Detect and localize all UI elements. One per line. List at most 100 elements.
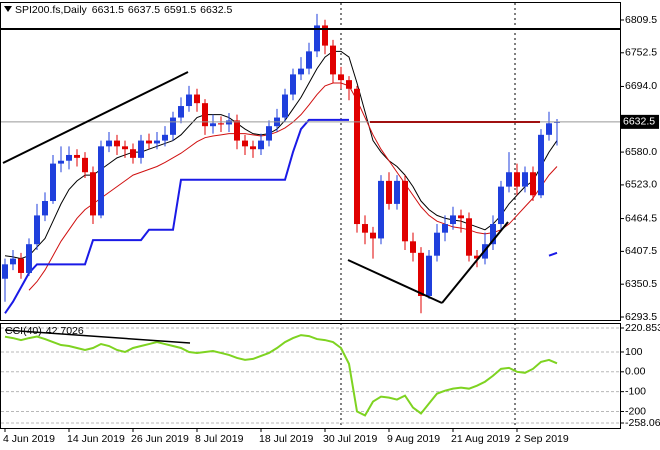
candle-body bbox=[66, 154, 72, 161]
candle-body bbox=[402, 180, 408, 242]
candle-body bbox=[82, 157, 88, 173]
candle-body bbox=[114, 140, 120, 147]
candle-body bbox=[354, 88, 360, 225]
y-tick-label: 0.00 bbox=[625, 366, 646, 378]
candle-body bbox=[514, 172, 520, 187]
price-marker-label: 6632.5 bbox=[623, 116, 655, 128]
y-tick-label: 6752.5 bbox=[625, 47, 657, 59]
x-tick-label: 26 Jun 2019 bbox=[131, 433, 189, 445]
high-value: 6637.5 bbox=[128, 4, 160, 16]
plot-area: 6293.5 6350.5 6407.5 6464.5 6523.0 6580.0 6694… bbox=[1, 14, 660, 445]
y-tick-label: 6407.5 bbox=[625, 245, 657, 257]
candle-body bbox=[154, 140, 160, 144]
candle-body bbox=[434, 232, 440, 256]
close-value: 6632.5 bbox=[200, 4, 232, 16]
y-tick-label: -258.0615 bbox=[625, 417, 660, 429]
candle-body bbox=[178, 106, 184, 118]
candle-body bbox=[258, 140, 264, 150]
candle-body bbox=[266, 126, 272, 141]
candle-body bbox=[170, 117, 176, 135]
candle-body bbox=[282, 94, 288, 118]
collapse-icon bbox=[4, 6, 12, 12]
candle-body bbox=[290, 74, 296, 95]
y-tick-label: 6350.5 bbox=[625, 278, 657, 290]
candle-body bbox=[202, 103, 208, 127]
candle-body bbox=[58, 160, 64, 164]
x-tick-label: 8 Jul 2019 bbox=[195, 433, 244, 445]
candle-body bbox=[218, 123, 224, 125]
candle-body bbox=[362, 224, 368, 233]
candle-body bbox=[458, 215, 464, 219]
candle-body bbox=[394, 180, 400, 204]
indicator-line bbox=[4, 50, 558, 260]
candle-body bbox=[338, 74, 344, 81]
candle-body bbox=[42, 201, 48, 216]
candle-body bbox=[498, 186, 504, 225]
candle-body bbox=[522, 172, 528, 187]
candle-body bbox=[250, 146, 256, 150]
candle-body bbox=[370, 232, 376, 239]
candle-body bbox=[386, 180, 392, 204]
low-value: 6591.5 bbox=[164, 4, 196, 16]
symbol: SPI200.fs,Daily bbox=[15, 4, 88, 16]
trend-line bbox=[347, 259, 443, 304]
y-tick-label: 6464.5 bbox=[625, 212, 657, 224]
candle-body bbox=[194, 94, 200, 104]
chart-header: SPI200.fs,Daily 6631.5 6637.5 6591.5 6632.5 bbox=[15, 4, 232, 16]
candle-body bbox=[314, 25, 320, 52]
y-tick-label: 6523.0 bbox=[625, 179, 657, 191]
x-tick-label: 21 Aug 2019 bbox=[451, 433, 510, 445]
x-tick-label: 4 Jun 2019 bbox=[3, 433, 55, 445]
candle-body bbox=[306, 51, 312, 69]
cci-value: 42.7026 bbox=[46, 325, 84, 337]
candle-body bbox=[490, 224, 496, 245]
candle-body bbox=[10, 258, 16, 265]
candle-body bbox=[426, 255, 432, 296]
candle-body bbox=[186, 94, 192, 107]
trend-line bbox=[2, 71, 189, 164]
candle-body bbox=[106, 140, 112, 147]
candle-body bbox=[138, 140, 144, 158]
candle-body bbox=[98, 146, 104, 216]
candle-body bbox=[418, 252, 424, 296]
trend-line bbox=[441, 221, 509, 304]
cci-header: CCI(40) 42.7026 bbox=[5, 325, 84, 337]
candle-body bbox=[298, 68, 304, 75]
candle-body bbox=[50, 163, 56, 202]
candle-body bbox=[346, 80, 352, 89]
candle-body bbox=[146, 140, 152, 144]
candle-body bbox=[378, 180, 384, 239]
candle-body bbox=[242, 140, 248, 147]
y-tick-label: -200 bbox=[625, 405, 646, 417]
candle-body bbox=[330, 45, 336, 75]
indicator-line bbox=[4, 118, 558, 314]
candle-body bbox=[18, 258, 24, 273]
y-tick-label: -100 bbox=[625, 385, 646, 397]
candle-body bbox=[506, 172, 512, 187]
candle-body bbox=[26, 244, 32, 273]
candle-body bbox=[2, 264, 8, 279]
candle-body bbox=[162, 134, 168, 141]
x-tick-label: 2 Sep 2019 bbox=[515, 433, 569, 445]
candle-body bbox=[450, 215, 456, 225]
x-tick-label: 30 Jul 2019 bbox=[323, 433, 377, 445]
y-tick-label: 6293.5 bbox=[625, 311, 657, 323]
candle-body bbox=[410, 241, 416, 253]
candle-body bbox=[546, 123, 552, 135]
x-tick-label: 9 Aug 2019 bbox=[387, 433, 440, 445]
candle-body bbox=[474, 255, 480, 259]
candle-body bbox=[210, 123, 216, 127]
candle-body bbox=[122, 146, 128, 150]
candle-body bbox=[90, 172, 96, 216]
price-panel bbox=[0, 2, 621, 321]
candle-body bbox=[234, 120, 240, 141]
candle-body bbox=[130, 149, 136, 158]
x-tick-label: 18 Jul 2019 bbox=[259, 433, 313, 445]
cci-trend-line bbox=[4, 329, 191, 344]
y-tick-label: 100 bbox=[625, 346, 643, 358]
candle-body bbox=[530, 172, 536, 196]
open-value: 6631.5 bbox=[92, 4, 124, 16]
cci-name: CCI(40) bbox=[5, 325, 42, 337]
